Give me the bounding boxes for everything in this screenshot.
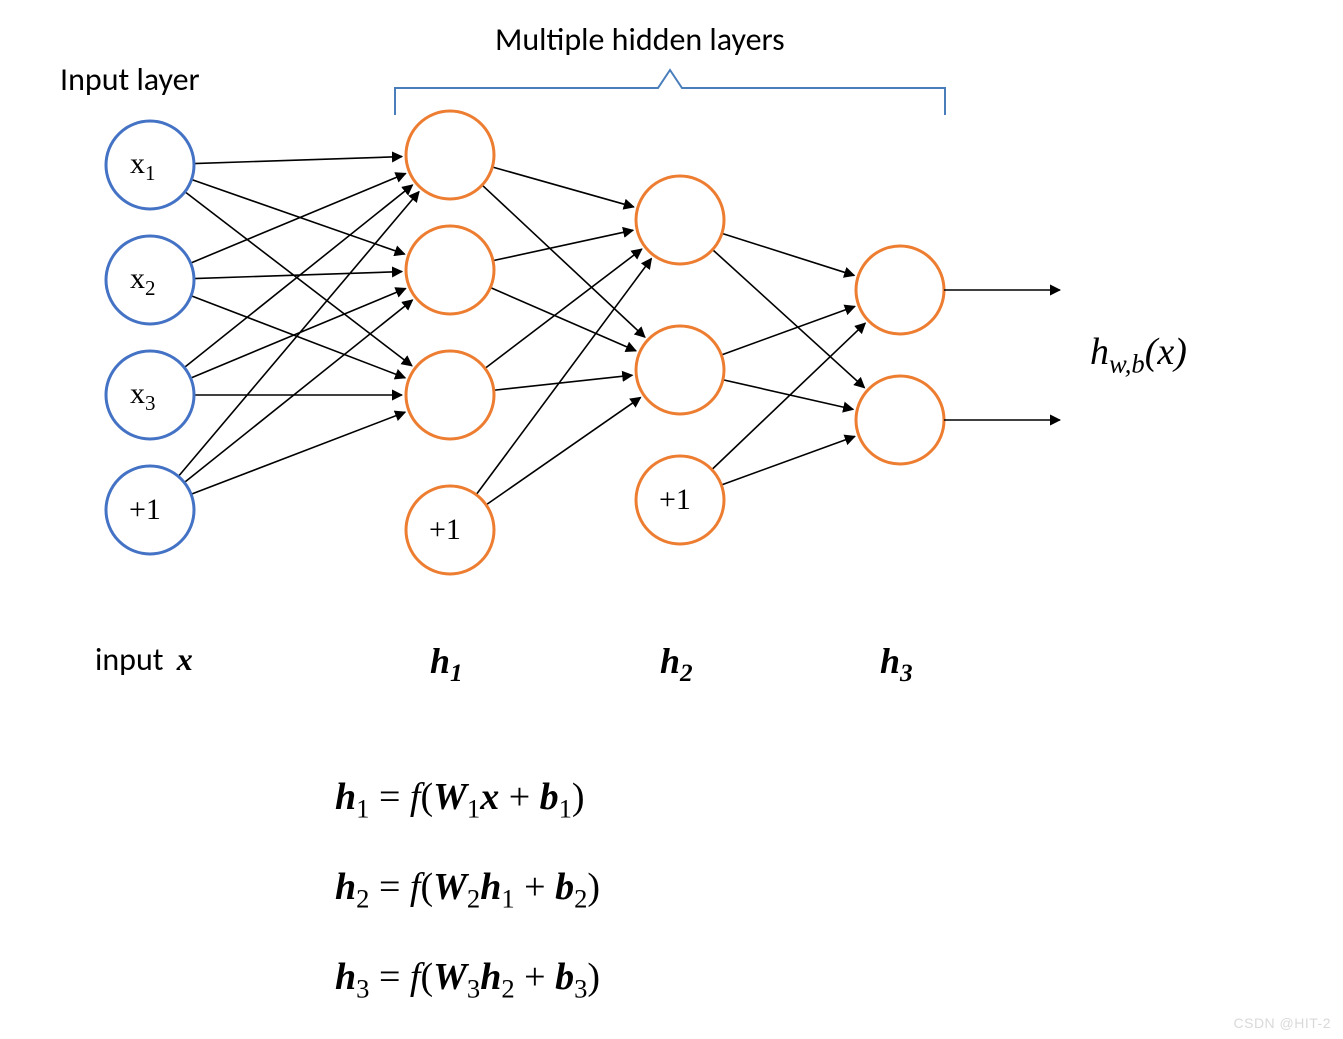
edges-group — [178, 157, 865, 505]
node-circle — [856, 246, 944, 334]
h2-label: h2 — [660, 640, 693, 688]
edge — [712, 323, 865, 469]
edge — [721, 436, 855, 485]
network-svg — [0, 0, 1343, 1039]
node-x1-label: x1 — [130, 147, 156, 186]
edge — [723, 380, 853, 410]
edge — [178, 192, 419, 477]
edge — [184, 300, 412, 483]
diagram-canvas: Input layer Multiple hidden layers x1 x2… — [0, 0, 1343, 1039]
h1-sub: 1 — [450, 660, 463, 687]
edge — [194, 157, 402, 164]
node-x2-label: x2 — [130, 262, 156, 301]
node-input-bias-label: +1 — [129, 493, 161, 527]
input-x-word: input — [95, 640, 164, 679]
node-h1-bias-label: +1 — [429, 513, 461, 547]
input-x-label: input x — [95, 640, 193, 679]
node-circle — [406, 226, 494, 314]
input-layer-title: Input layer — [60, 60, 200, 99]
h3-var: h — [880, 641, 900, 681]
edge — [713, 250, 865, 388]
h3-label: h3 — [880, 640, 913, 688]
edge — [191, 288, 406, 378]
edge — [721, 306, 855, 355]
edge — [191, 173, 406, 263]
node-x3-label: x3 — [130, 377, 156, 416]
bracket-path — [395, 70, 945, 115]
node-x3-var: x — [130, 377, 145, 410]
h1-var: h — [430, 641, 450, 681]
output-arrows — [944, 290, 1060, 420]
node-circle — [636, 176, 724, 264]
node-x1-var: x — [130, 147, 145, 180]
h2-var: h — [660, 641, 680, 681]
edge — [722, 233, 854, 275]
output-function-label: hw,b(x) — [1090, 330, 1187, 380]
node-x3-sub: 3 — [145, 391, 156, 415]
node-circle — [406, 351, 494, 439]
edge — [490, 288, 636, 351]
watermark: CSDN @HIT-2 — [1234, 1015, 1332, 1031]
input-x-var: x — [177, 641, 193, 677]
equation-line: h3 = f(W3h2 + b3) — [335, 955, 600, 1005]
output-h: h — [1090, 331, 1109, 373]
node-circle — [406, 111, 494, 199]
hidden-layers-title: Multiple hidden layers — [495, 20, 785, 59]
hidden-layers-bracket — [395, 70, 945, 115]
output-h-sub: w,b — [1109, 349, 1145, 379]
nodes-group — [106, 111, 944, 574]
node-h2-bias-label: +1 — [659, 483, 691, 517]
node-circle — [856, 376, 944, 464]
output-h-arg: (x) — [1145, 331, 1187, 373]
equation-line: h1 = f(W1x + b1) — [335, 775, 585, 825]
h3-sub: 3 — [900, 660, 913, 687]
node-x2-sub: 2 — [145, 276, 156, 300]
edge — [482, 185, 645, 337]
node-x1-sub: 1 — [145, 161, 156, 185]
edge — [485, 249, 642, 368]
h2-sub: 2 — [680, 660, 693, 687]
edge — [492, 167, 633, 207]
equation-line: h2 = f(W2h1 + b2) — [335, 865, 600, 915]
node-x2-var: x — [130, 262, 145, 295]
h1-label: h1 — [430, 640, 463, 688]
node-circle — [636, 326, 724, 414]
edge — [493, 230, 633, 260]
